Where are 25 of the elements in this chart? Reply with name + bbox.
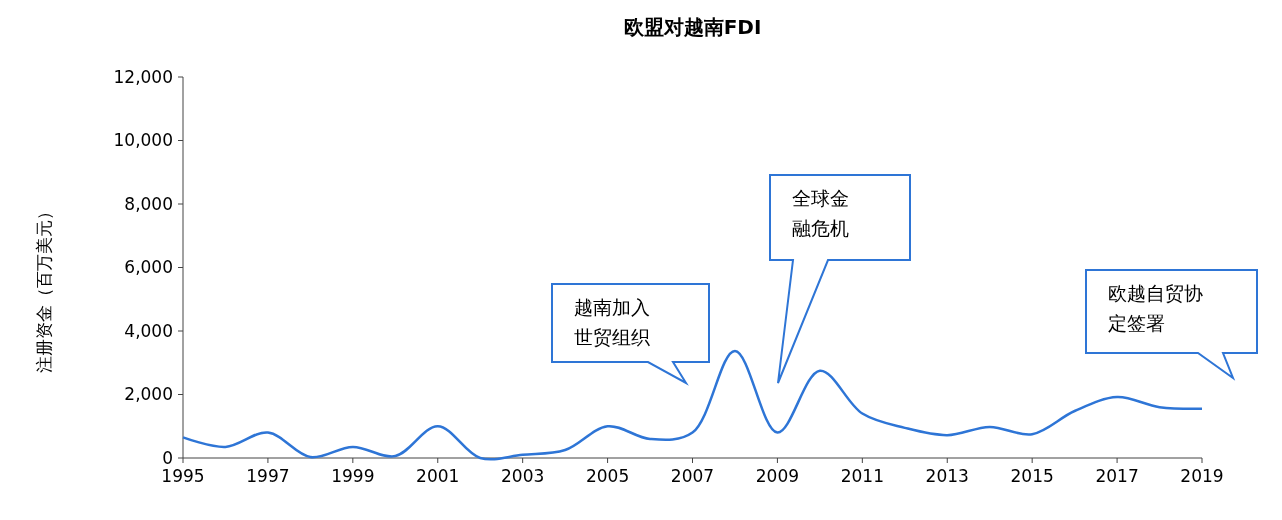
x-tick-label: 2001	[416, 466, 460, 486]
x-tick-label: 2017	[1095, 466, 1139, 486]
annotation: 全球金融危机	[792, 187, 849, 239]
y-tick-label: 12,000	[113, 66, 173, 87]
x-tick-label: 2019	[1180, 466, 1224, 486]
x-tick-label: 1997	[246, 466, 290, 486]
y-tick-label: 8,000	[124, 193, 173, 214]
y-tick-label: 4,000	[124, 320, 173, 341]
x-tick-label: 2011	[840, 466, 884, 486]
y-tick-label: 0	[162, 447, 173, 468]
x-tick-label: 2007	[670, 466, 715, 486]
x-tick-label: 2003	[501, 466, 545, 486]
y-tick-label: 6,000	[124, 257, 173, 278]
x-tick-label: 2015	[1010, 466, 1054, 486]
y-tick-label: 10,000	[113, 130, 173, 151]
x-tick-label: 2013	[925, 466, 969, 486]
annotation: 欧越自贸协定签署	[1108, 282, 1203, 334]
annotation: 越南加入世贸组织	[574, 296, 650, 348]
y-tick-label: 2,000	[124, 384, 173, 405]
x-tick-label: 1999	[331, 466, 375, 486]
chart-title: 欧盟对越南FDI	[623, 15, 762, 39]
x-tick-label: 2005	[585, 466, 630, 486]
x-tick-label: 2009	[755, 466, 800, 486]
x-tick-label: 1995	[161, 466, 205, 486]
y-axis-title: 注册资金（百万美元）	[34, 202, 54, 373]
